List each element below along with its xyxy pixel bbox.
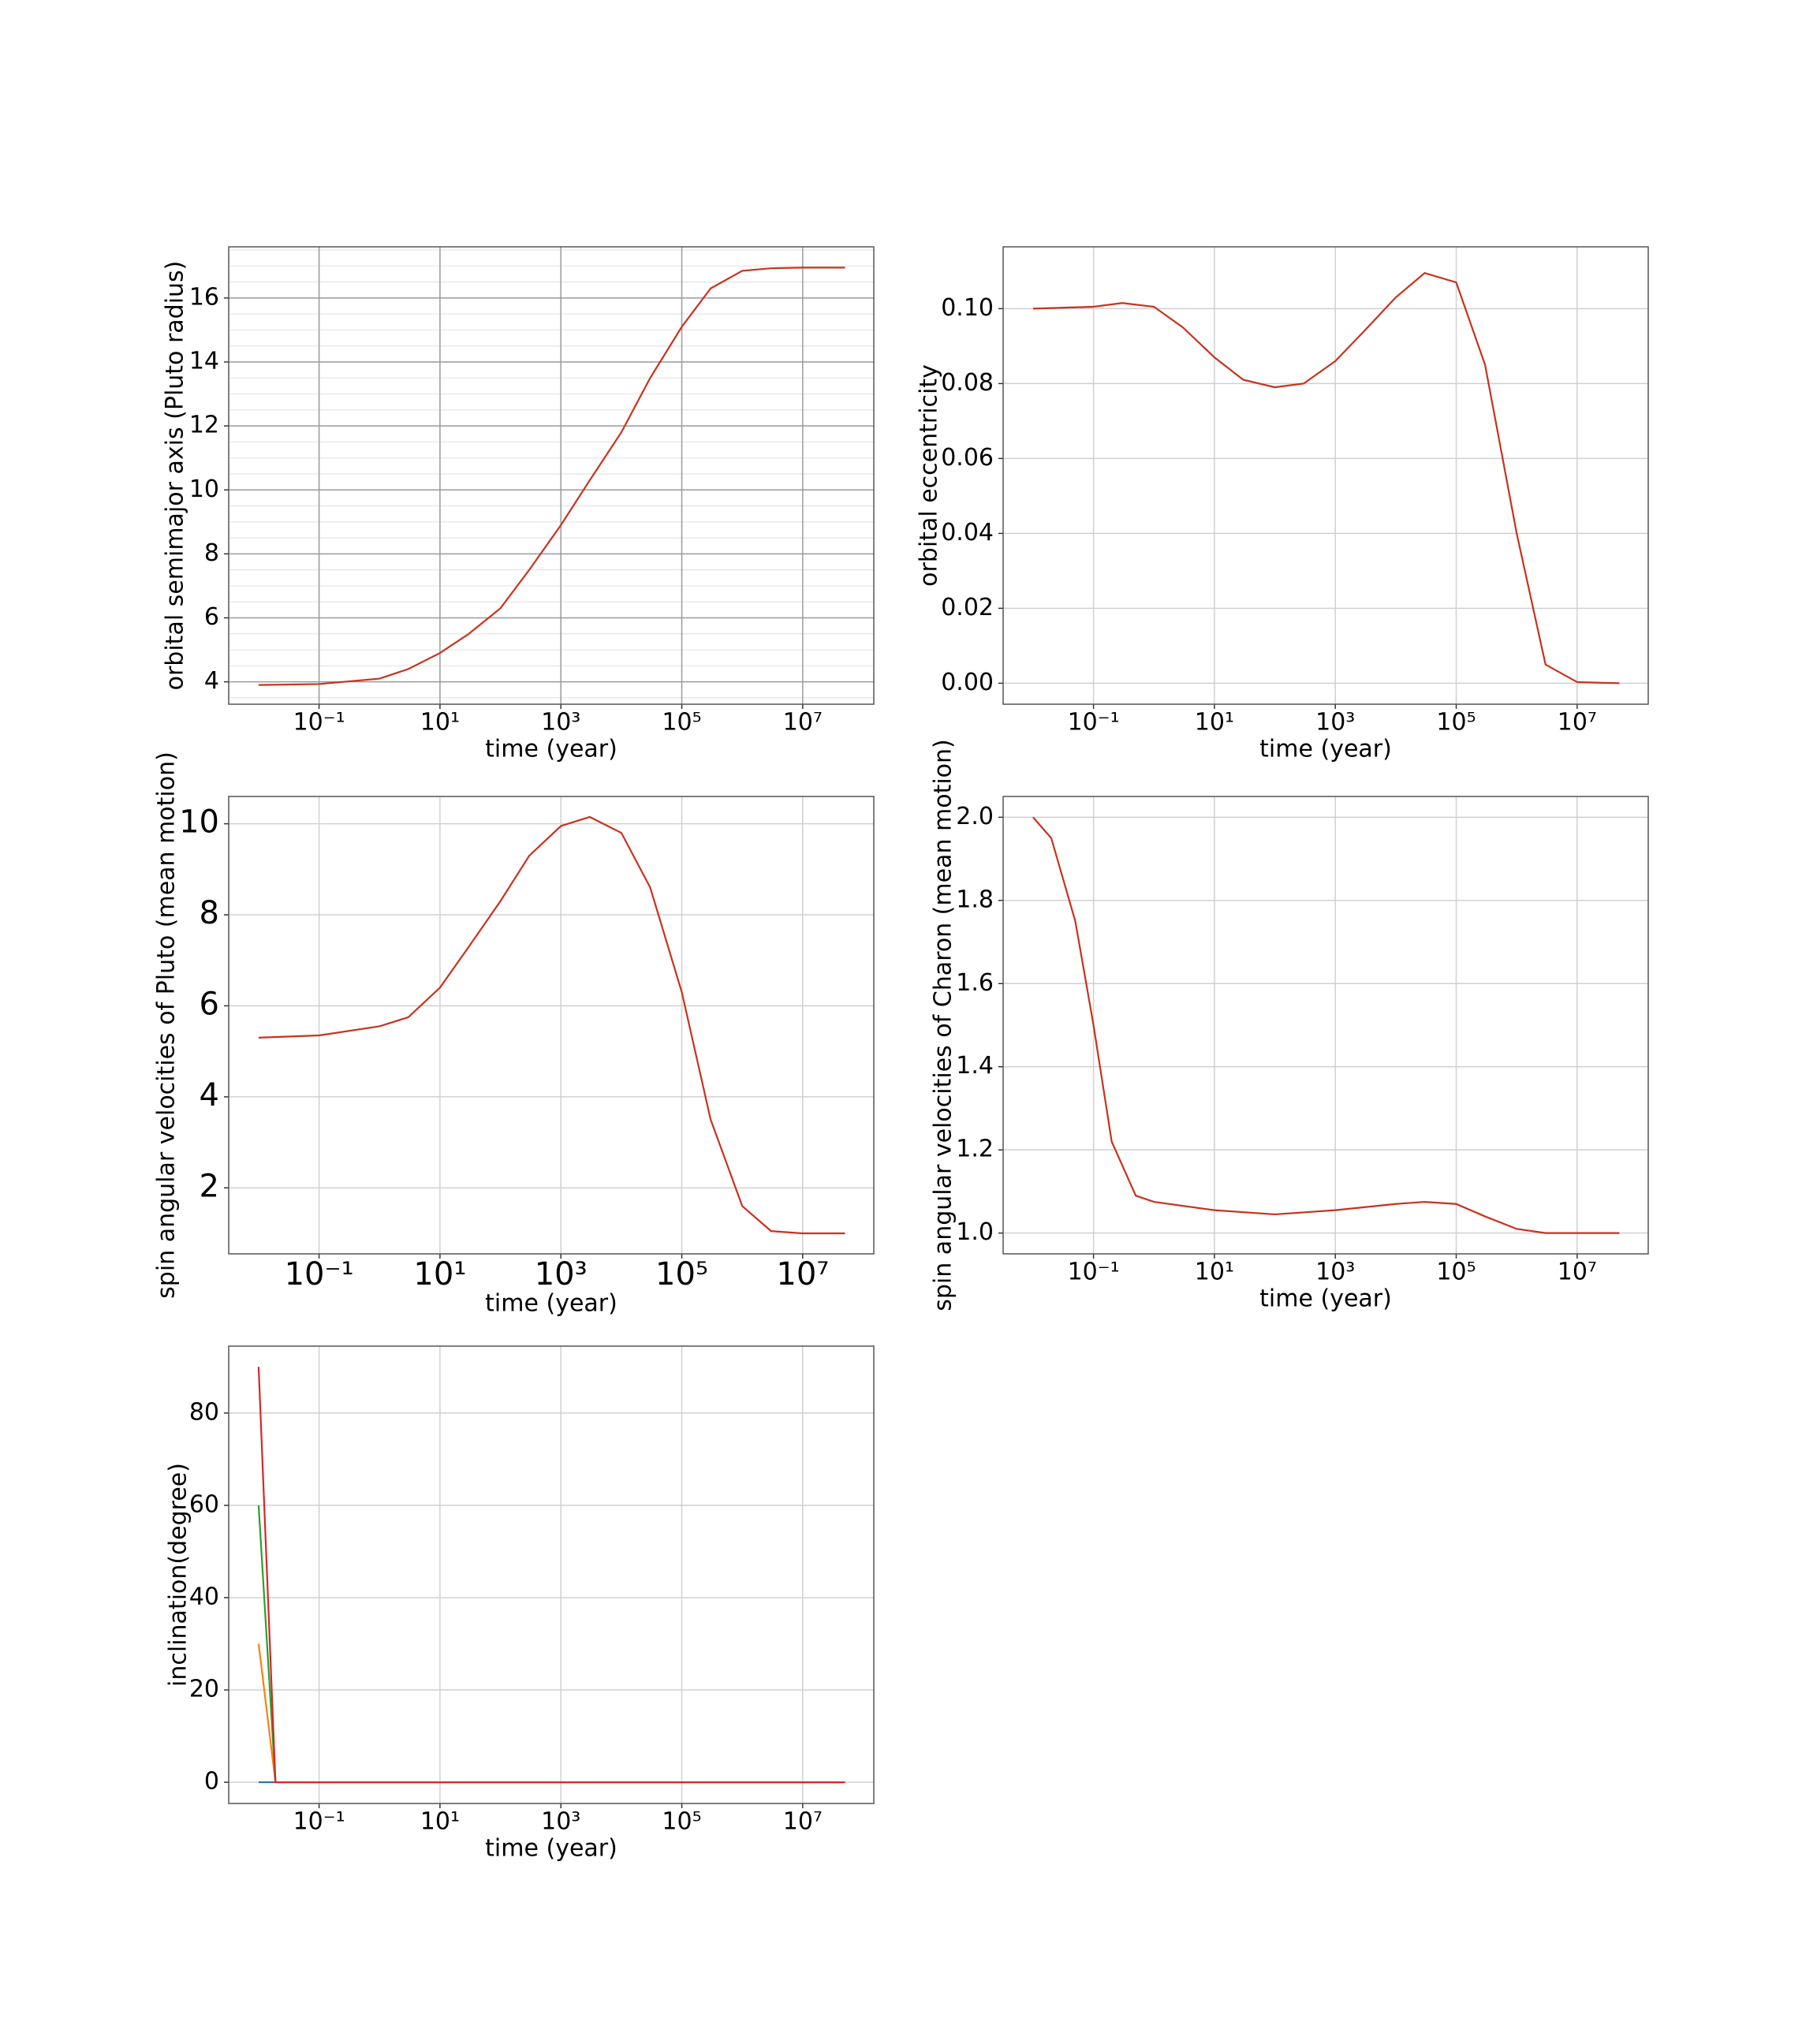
y-tick-label: 1.4 xyxy=(956,1052,994,1080)
x-tick-label: 10¹ xyxy=(1195,709,1234,737)
data-line xyxy=(257,1643,845,1784)
x-axis-label: time (year) xyxy=(485,736,617,763)
y-tick-label: 0.06 xyxy=(941,444,994,472)
subplot: 10⁻¹ 10¹ 10³ 10⁵ 10⁷ 1.0 1.2 1.4 1.6 1.8 2.0 time (… xyxy=(930,739,1649,1313)
plot-frame xyxy=(228,246,875,705)
x-tick-label: 10⁻¹ xyxy=(1068,709,1120,737)
y-tick-label: 0.04 xyxy=(941,519,994,546)
plot-frame xyxy=(228,1345,875,1804)
x-tick-label: 10⁷ xyxy=(783,1808,823,1836)
x-tick-label: 10⁵ xyxy=(1436,1259,1476,1286)
x-tick-label: 10⁵ xyxy=(662,709,701,737)
y-tick-label: 0 xyxy=(204,1768,219,1796)
x-tick-label: 10⁵ xyxy=(655,1256,708,1292)
x-tick-label: 10⁻¹ xyxy=(293,1808,345,1836)
y-tick-label: 20 xyxy=(189,1676,219,1703)
y-tick-label: 2.0 xyxy=(956,803,994,830)
y-tick-label: 0.08 xyxy=(941,369,994,397)
x-tick-label: 10³ xyxy=(541,1808,580,1836)
y-tick-label: 12 xyxy=(189,412,219,439)
y-tick-label: 60 xyxy=(189,1490,219,1518)
data-line xyxy=(258,815,845,1235)
y-tick-label: 6 xyxy=(204,603,219,631)
x-tick-label: 10⁻¹ xyxy=(1068,1259,1120,1286)
x-tick-label: 10⁷ xyxy=(1558,709,1597,737)
x-tick-label: 10¹ xyxy=(1195,1259,1234,1286)
x-tick-label: 10⁻¹ xyxy=(293,709,345,737)
x-tick-label: 10¹ xyxy=(413,1256,466,1292)
x-tick-label: 10⁵ xyxy=(1436,709,1476,737)
data-line xyxy=(1032,272,1620,684)
subplot: 10⁻¹ 10¹ 10³ 10⁵ 10⁷ 4 6 8 10 12 14 16 time (year) or… xyxy=(162,246,875,763)
y-axis-label: inclination(degree) xyxy=(165,1463,192,1687)
y-tick-label: 1.6 xyxy=(956,969,994,997)
y-tick-label: 8 xyxy=(204,539,219,567)
x-axis-label: time (year) xyxy=(485,1290,617,1318)
y-tick-label: 16 xyxy=(189,283,219,311)
y-tick-label: 40 xyxy=(189,1583,219,1610)
y-axis-label: spin angular velocities of Charon (mean … xyxy=(930,739,957,1311)
x-axis-label: time (year) xyxy=(1259,736,1392,763)
y-tick-label: 0.10 xyxy=(941,294,994,322)
subplot: 10⁻¹ 10¹ 10³ 10⁵ 10⁷ 0.00 0.02 0.04 0.06 0.08 0.10… xyxy=(916,246,1649,763)
y-tick-label: 1.0 xyxy=(956,1218,994,1246)
x-tick-label: 10³ xyxy=(1315,709,1355,737)
x-tick-label: 10⁷ xyxy=(783,709,823,737)
y-axis-label: spin angular velocities of Pluto (mean m… xyxy=(153,752,181,1299)
x-tick-label: 10³ xyxy=(541,709,580,737)
x-axis-label: time (year) xyxy=(1259,1285,1392,1313)
y-tick-label: 0.00 xyxy=(941,669,994,696)
data-line xyxy=(257,1505,845,1784)
x-tick-label: 10⁷ xyxy=(776,1256,829,1292)
plot-frame xyxy=(1002,796,1649,1255)
subplot: 10⁻¹ 10¹ 10³ 10⁵ 10⁷ 2 4 6 8 10 time (year) spin an… xyxy=(153,752,875,1318)
x-tick-label: 10¹ xyxy=(420,709,460,737)
plot-frame xyxy=(228,796,875,1255)
y-axis-label: orbital eccentricity xyxy=(916,364,943,587)
data-line xyxy=(258,267,845,686)
data-line xyxy=(1032,816,1620,1234)
y-tick-label: 10 xyxy=(179,804,219,841)
x-tick-label: 10⁵ xyxy=(662,1808,701,1836)
plot-frame xyxy=(1002,246,1649,705)
y-tick-label: 1.8 xyxy=(956,886,994,913)
y-tick-label: 1.2 xyxy=(956,1136,994,1163)
y-tick-label: 10 xyxy=(189,476,219,503)
y-tick-label: 4 xyxy=(204,667,219,695)
x-tick-label: 10⁻¹ xyxy=(285,1256,354,1292)
y-tick-label: 80 xyxy=(189,1398,219,1426)
y-tick-label: 8 xyxy=(200,895,219,931)
y-tick-label: 0.02 xyxy=(941,594,994,621)
subplot: 10⁻¹ 10¹ 10³ 10⁵ 10⁷ 0 20 40 60 80 time (year) incl… xyxy=(165,1345,875,1863)
data-line xyxy=(257,1367,845,1784)
y-axis-label: orbital semimajor axis (Pluto radius) xyxy=(162,261,189,691)
y-tick-label: 14 xyxy=(189,348,219,375)
y-tick-label: 6 xyxy=(200,986,219,1022)
x-tick-label: 10³ xyxy=(1315,1259,1355,1286)
y-tick-label: 2 xyxy=(200,1168,219,1204)
x-tick-label: 10⁷ xyxy=(1558,1259,1597,1286)
x-axis-label: time (year) xyxy=(485,1835,617,1863)
y-tick-label: 4 xyxy=(200,1077,219,1113)
x-tick-label: 10¹ xyxy=(420,1808,460,1836)
x-tick-label: 10³ xyxy=(535,1256,588,1292)
